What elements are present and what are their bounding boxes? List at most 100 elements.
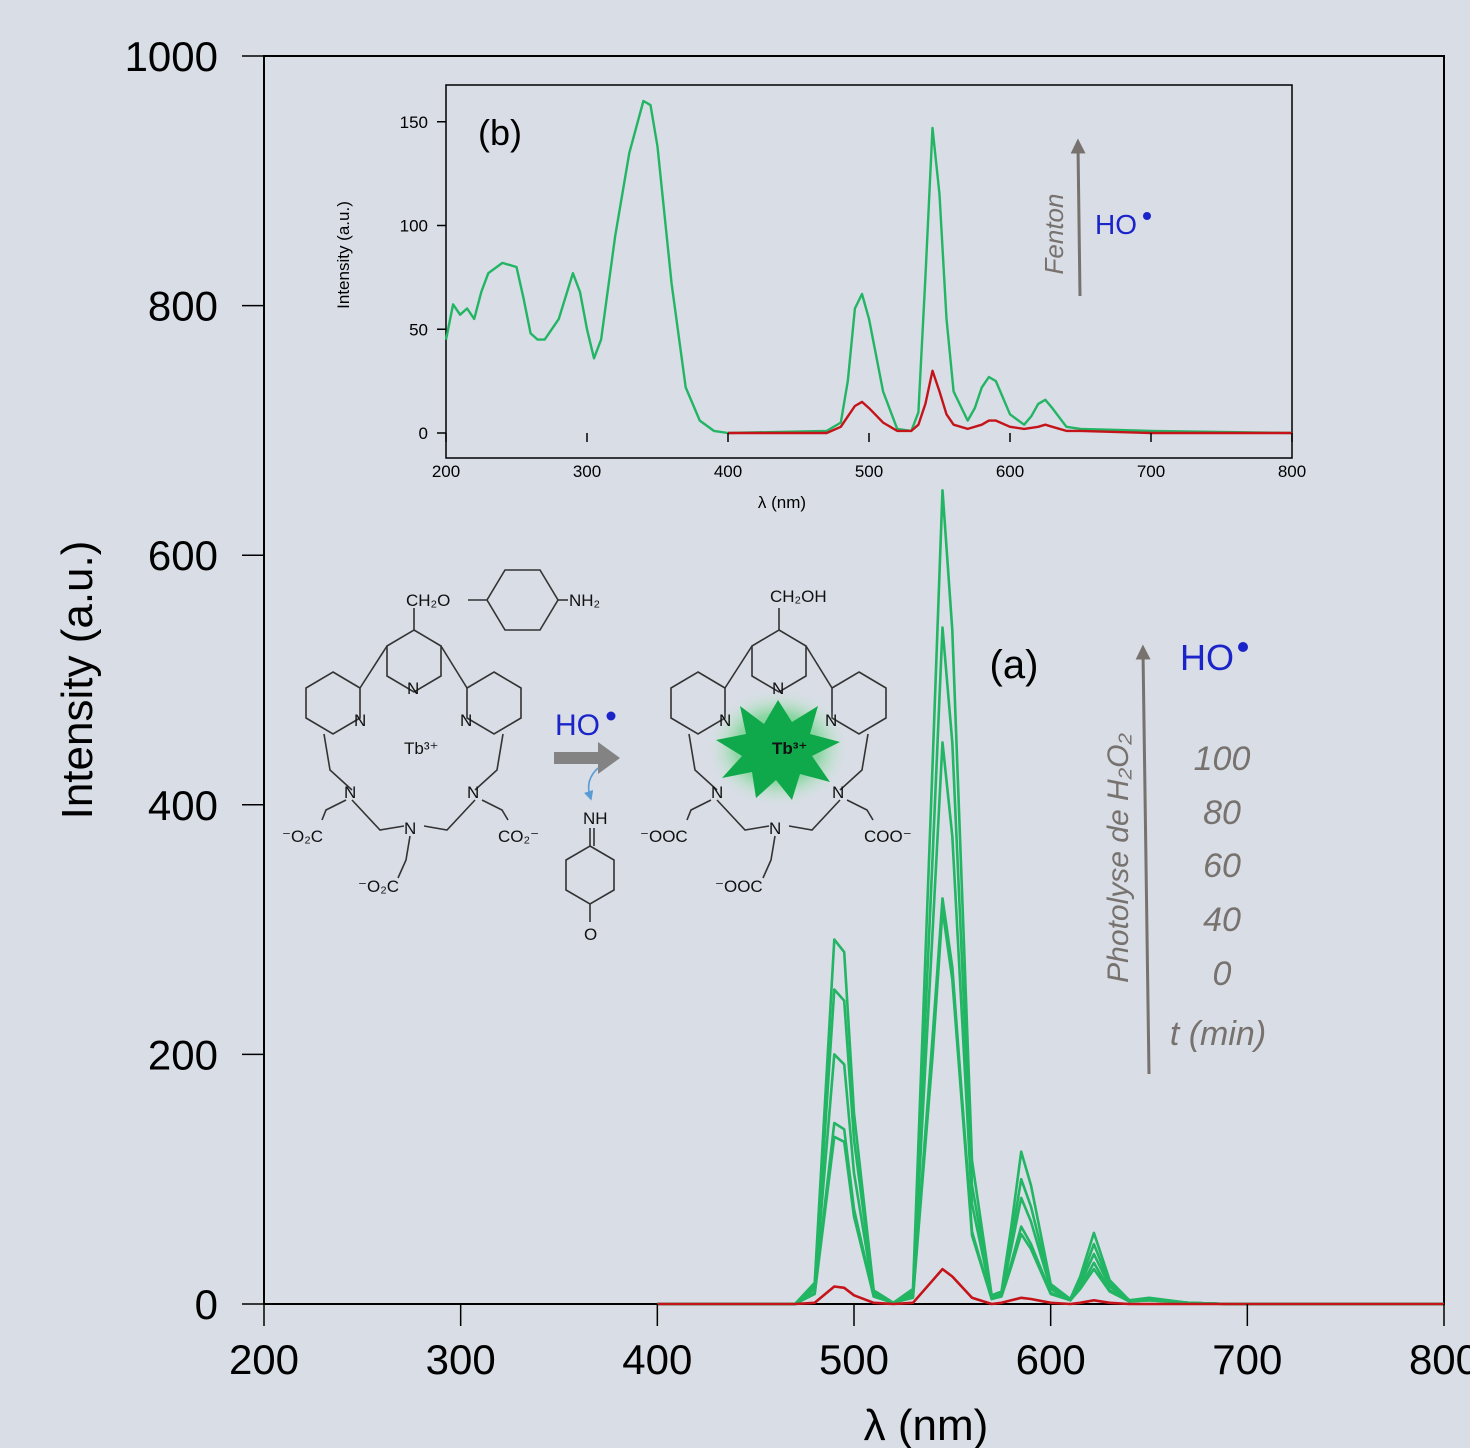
y-tick-label: 200: [148, 1031, 218, 1078]
reactant-arm-left: [323, 733, 353, 791]
reactant-bond: [359, 645, 388, 689]
product-arm-right: [839, 733, 869, 791]
byproduct-nh-label: NH: [583, 809, 608, 828]
fenton-arrow: [1070, 138, 1086, 297]
time-label-80: 80: [1203, 794, 1241, 832]
inset-series-group: [444, 99, 1293, 435]
time-label-40: 40: [1203, 901, 1241, 939]
main-y-ticks: 0 200 400 600 800 1000: [125, 33, 264, 1328]
time-unit-label: t (min): [1170, 1015, 1266, 1053]
x-tick-label: 400: [622, 1336, 692, 1383]
reactant-complex: [305, 569, 568, 879]
inset-panel-label: (b): [478, 112, 522, 153]
product-ring-bottom: [716, 799, 770, 831]
x-tick-label: 500: [819, 1336, 889, 1383]
product-complex: [670, 608, 887, 879]
inset-plot: 200 300 400 500 600 700 800 0 50 100 150 λ (nm) I…: [334, 84, 1306, 512]
time-label-100: 100: [1194, 740, 1251, 778]
reactant-ch2o-label: CH₂O: [406, 591, 450, 610]
reactant-metal-label: Tb³⁺: [404, 739, 438, 758]
reactant-carboxylate-bottom: ⁻O₂C: [358, 877, 399, 896]
terbium-emission-star-icon: [716, 700, 840, 800]
main-y-axis-label: Intensity (a.u.): [53, 541, 102, 820]
photolysis-label: Photolyse de H₂O₂: [1102, 733, 1135, 983]
x-tick-label: 700: [1212, 1336, 1282, 1383]
reactant-acetate-bottom: [397, 835, 411, 879]
y-tick-label: 800: [148, 283, 218, 330]
y-tick-label: 100: [400, 217, 428, 236]
product-carboxylate-right: COO⁻: [864, 827, 912, 846]
byproduct-o-label: O: [584, 925, 597, 944]
byproduct-quinone-imine: [565, 828, 615, 922]
product-ring-bottom: [788, 799, 841, 831]
y-tick-label: 400: [148, 782, 218, 829]
y-tick-label: 600: [148, 532, 218, 579]
main-radical-label: HO: [1180, 637, 1234, 678]
reactant-ring-bottom: [351, 799, 405, 831]
product-bond: [724, 645, 753, 689]
product-acetate-right: [846, 799, 874, 821]
reactant-bond: [440, 645, 468, 689]
reactant-n-amine-left: N: [344, 783, 356, 802]
y-tick-label: 1000: [125, 33, 218, 80]
product-labels: CH₂OH N N N Tb³⁺ N N N ⁻OOC COO⁻ ⁻OOC: [640, 587, 912, 896]
y-tick-label: 50: [409, 320, 428, 339]
x-tick-label: 500: [855, 462, 883, 481]
product-arm-left: [688, 733, 718, 791]
reactant-aniline-ring: [486, 569, 559, 631]
x-tick-label: 600: [1016, 1336, 1086, 1383]
series-line-green-0: [657, 908, 1444, 1306]
inset-x-axis-label: λ (nm): [758, 493, 806, 512]
release-arrow: [583, 767, 599, 801]
product-metal-label: Tb³⁺: [772, 739, 807, 758]
reactant-left-pyridine: [305, 671, 361, 735]
product-carboxylate-bottom: ⁻OOC: [715, 877, 763, 896]
series-line-red-1: [728, 369, 1292, 435]
photolysis-arrow: [1135, 644, 1151, 1075]
reactant-acetate-right: [481, 799, 509, 821]
main-x-axis-label: λ (nm): [864, 1401, 989, 1448]
main-x-ticks: 200 300 400 500 600 700 800: [229, 1304, 1470, 1383]
reactant-n-central: N: [407, 679, 419, 698]
reaction-arrow: [554, 742, 620, 774]
series-line-green-100: [657, 488, 1444, 1306]
y-tick-label: 0: [419, 424, 428, 443]
inset-y-axis-label: Intensity (a.u.): [334, 201, 353, 309]
product-n-central: N: [772, 679, 784, 698]
y-tick-label: 150: [400, 113, 428, 132]
inset-radical-label: HO: [1095, 209, 1137, 240]
main-plot: 200 300 400 500 600 700 800 02004006008001000 …: [53, 33, 1470, 1448]
x-tick-label: 200: [432, 462, 460, 481]
reactant-acetate-left: [321, 799, 347, 821]
reactant-right-pyridine: [466, 671, 522, 735]
product-bond: [805, 645, 833, 689]
reactant-n-left: N: [354, 711, 366, 730]
reactant-labels: CH₂O NH₂ N N N Tb³⁺ N N N ⁻O₂C CO₂⁻ ⁻O₂C: [282, 591, 600, 896]
x-tick-label: 400: [714, 462, 742, 481]
product-n-amine-left: N: [711, 783, 723, 802]
x-tick-label: 300: [426, 1336, 496, 1383]
scheme-radical-label: HO: [555, 709, 600, 742]
inset-plot-frame: [445, 84, 1293, 459]
reactant-carboxylate-left: ⁻O₂C: [282, 827, 323, 846]
fenton-label: Fenton: [1039, 194, 1069, 275]
series-line-red-5: [657, 1267, 1444, 1306]
x-tick-label: 800: [1278, 462, 1306, 481]
time-label-0: 0: [1213, 955, 1232, 993]
x-tick-label: 600: [996, 462, 1024, 481]
product-n-amine-right: N: [832, 783, 844, 802]
inset-y-ticks: 0 50 100 150: [400, 113, 446, 443]
scheme-radical-dot: [606, 711, 616, 721]
x-tick-label: 700: [1137, 462, 1165, 481]
reactant-n-right: N: [460, 711, 472, 730]
reaction-scheme: CH₂O NH₂ N N N Tb³⁺ N N N ⁻O₂C CO₂⁻ ⁻O₂C…: [282, 569, 912, 944]
product-n-right: N: [825, 711, 837, 730]
inset-radical-dot: [1143, 212, 1151, 220]
main-series-group: [657, 488, 1444, 1306]
product-acetate-left: [686, 799, 712, 821]
product-ch2oh-label: CH₂OH: [770, 587, 827, 606]
x-tick-label: 200: [229, 1336, 299, 1383]
reactant-arm-right: [474, 733, 504, 791]
main-panel-label: (a): [990, 643, 1039, 687]
